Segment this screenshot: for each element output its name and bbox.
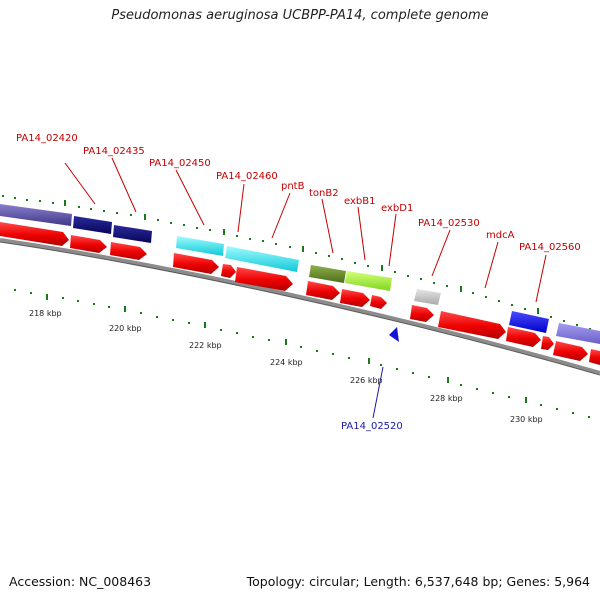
gene-label: exbD1 (381, 203, 413, 214)
scale-label: 226 kbp (350, 376, 383, 385)
feature-bar (176, 236, 224, 256)
cds-arrow (70, 235, 107, 253)
feature-bars-outer (0, 204, 600, 344)
cds-arrow (370, 295, 387, 309)
gene-label: PA14_02460 (216, 171, 278, 182)
gene-label: PA14_02435 (83, 146, 145, 157)
cds-arrow (0, 222, 69, 246)
cds-arrow (306, 281, 340, 300)
feature-bar (113, 225, 152, 243)
cds-arrow (589, 349, 600, 365)
scale-label: 220 kbp (109, 324, 142, 333)
scale-label: 228 kbp (430, 394, 463, 403)
gene-label: PA14_02450 (149, 158, 211, 169)
gene-label: PA14_02560 (519, 242, 581, 253)
feature-bar (509, 311, 549, 333)
feature-bar (309, 265, 346, 283)
genome-backbone (0, 238, 600, 375)
gene-label: mdcA (486, 230, 515, 241)
cds-arrow (173, 253, 219, 274)
cds-arrow (340, 289, 370, 307)
feature-bar (73, 216, 112, 234)
scale-label: 230 kbp (510, 415, 543, 424)
scale-label: 218 kbp (29, 309, 62, 318)
upper-tick-ring (2, 195, 591, 330)
leader-lines (64, 157, 547, 303)
gene-label: PA14_02530 (418, 218, 480, 229)
genome-backbone-shadow (0, 241, 600, 376)
cds-arrow (221, 264, 236, 278)
feature-bar (345, 271, 392, 291)
reverse-strand-gene (389, 327, 399, 342)
cds-arrow (235, 267, 293, 291)
scale-label: 224 kbp (270, 358, 303, 367)
gene-label: exbB1 (344, 196, 375, 207)
leader-line-blue (372, 366, 384, 419)
genome-stats-label: Topology: circular; Length: 6,537,648 bp… (246, 574, 590, 589)
cds-arrow (506, 327, 541, 347)
gene-label: PA14_02420 (16, 133, 78, 144)
scale-label: 222 kbp (189, 341, 222, 350)
cds-arrows (0, 222, 600, 365)
feature-bar (0, 204, 72, 226)
map-title: Pseudomonas aeruginosa UCBPP-PA14, compl… (111, 8, 489, 23)
feature-bar (225, 246, 299, 272)
cds-arrow (410, 305, 434, 322)
feature-bar (556, 323, 600, 344)
feature-bar (414, 289, 441, 305)
lower-tick-ring (14, 289, 590, 418)
cds-arrow (553, 341, 588, 361)
cds-arrow (438, 311, 506, 339)
cds-arrow (541, 336, 554, 350)
accession-label: Accession: NC_008463 (9, 574, 152, 589)
gene-label: tonB2 (309, 188, 339, 199)
gene-label: PA14_02520 (341, 421, 403, 432)
cds-arrow (110, 242, 147, 260)
gene-label: pntB (281, 181, 305, 192)
